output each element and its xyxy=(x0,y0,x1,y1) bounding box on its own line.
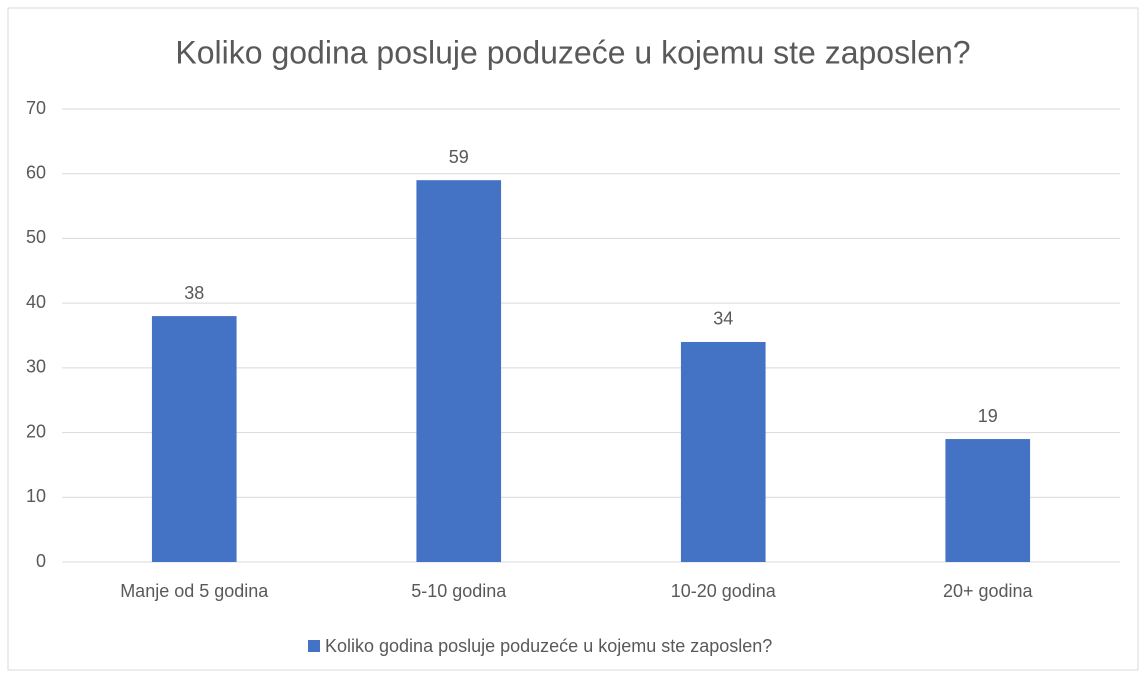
bar xyxy=(151,316,237,562)
chart-title: Koliko godina posluje poduzeće u kojemu … xyxy=(175,34,970,70)
y-tick-label: 30 xyxy=(26,357,46,377)
y-tick-label: 0 xyxy=(36,551,46,571)
data-label: 34 xyxy=(713,309,733,329)
y-tick-label: 20 xyxy=(26,421,46,441)
data-label: 38 xyxy=(184,283,204,303)
x-tick-label: 20+ godina xyxy=(943,581,1034,601)
x-tick-label: 5-10 godina xyxy=(411,581,507,601)
y-tick-label: 40 xyxy=(26,292,46,312)
legend-label: Koliko godina posluje poduzeće u kojemu … xyxy=(325,636,772,656)
data-label: 59 xyxy=(449,147,469,167)
bar xyxy=(680,341,766,562)
y-tick-label: 60 xyxy=(26,162,46,182)
bar xyxy=(416,180,502,562)
data-label: 19 xyxy=(978,406,998,426)
bar xyxy=(945,439,1031,562)
x-tick-label: Manje od 5 godina xyxy=(120,581,269,601)
legend-swatch xyxy=(308,640,320,652)
y-tick-label: 70 xyxy=(26,98,46,118)
x-tick-label: 10-20 godina xyxy=(671,581,777,601)
y-tick-label: 50 xyxy=(26,227,46,247)
y-tick-label: 10 xyxy=(26,486,46,506)
